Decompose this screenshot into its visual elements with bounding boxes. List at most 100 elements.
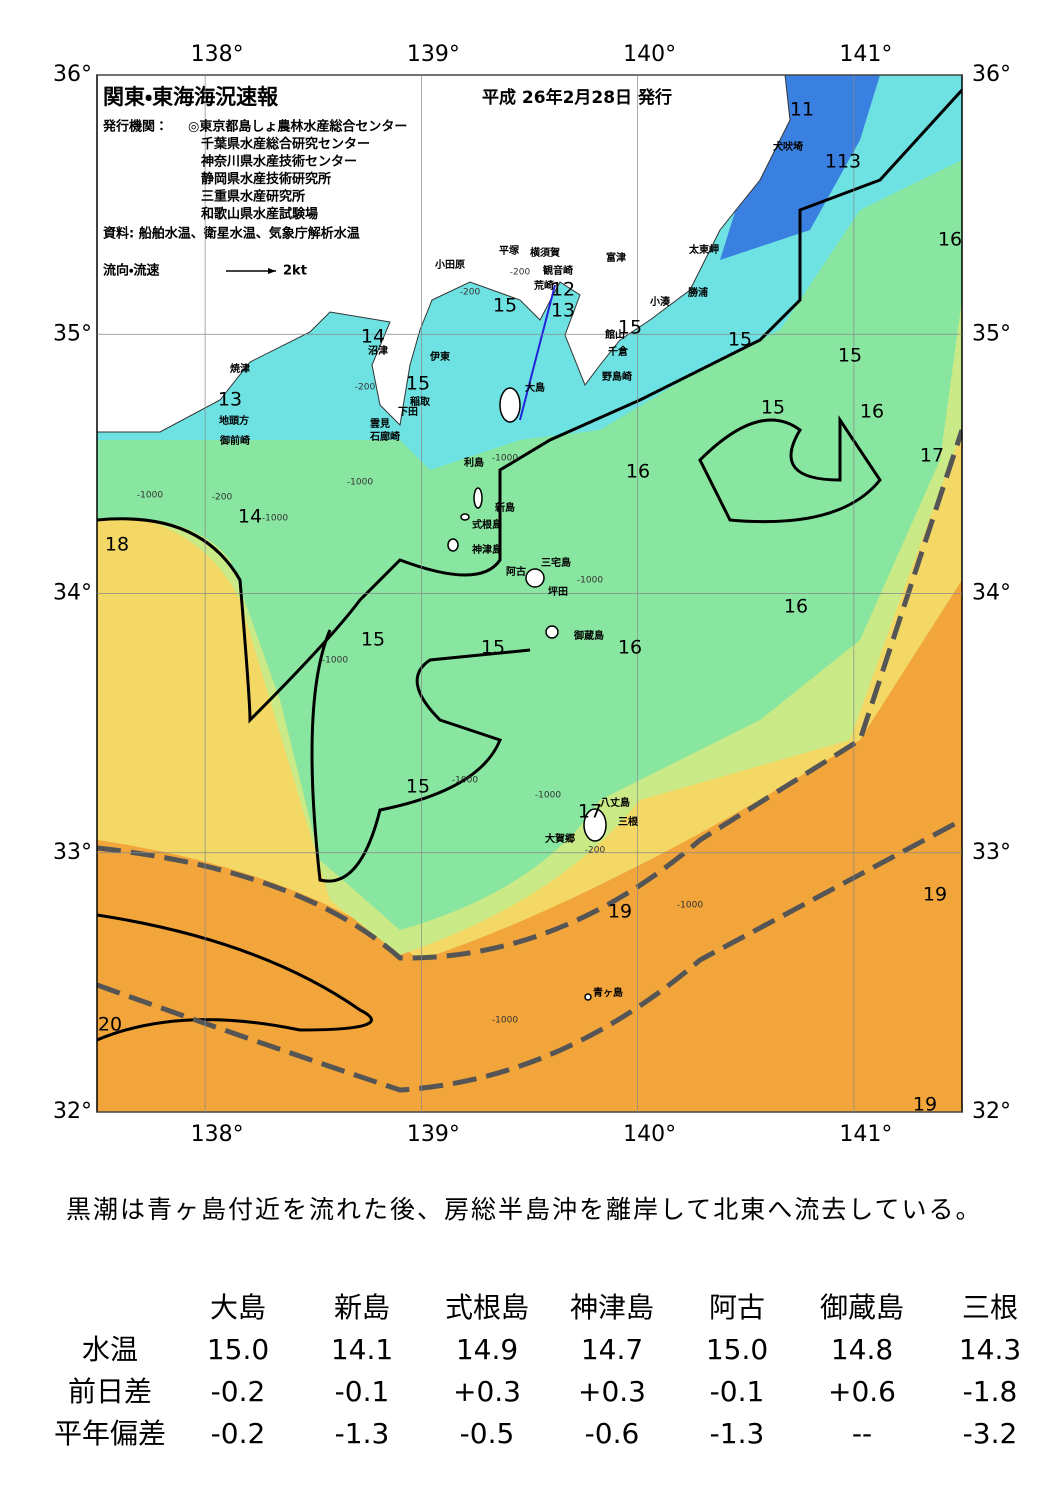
isotherm-label: 14 <box>361 326 385 348</box>
place-name: 稲取 <box>410 395 431 408</box>
isotherm-label: 15 <box>493 295 517 317</box>
place-name: 富津 <box>606 251 626 264</box>
cell: -0.2 <box>211 1375 266 1408</box>
cell: -0.1 <box>710 1375 765 1408</box>
sea-surface <box>97 75 962 1112</box>
issuer-label: 発行機関： <box>102 119 168 135</box>
isotherm-label: 18 <box>105 534 129 556</box>
place-name: 小田原 <box>434 258 465 271</box>
column-header: 御蔵島 <box>820 1291 904 1324</box>
isotherm-label: 15 <box>838 345 862 367</box>
cell: +0.3 <box>453 1375 521 1408</box>
legend-label: 流向・流速 <box>103 263 159 279</box>
isotherm-label: 15 <box>618 317 642 339</box>
island <box>545 625 559 639</box>
isotherm-label: 13 <box>218 389 242 411</box>
isotherm-label: 13 <box>551 300 575 322</box>
issuer: 和歌山県水産試験場 <box>201 206 318 222</box>
legend-speed: 2kt <box>283 264 307 279</box>
cell: -0.2 <box>211 1417 266 1450</box>
isotherm-15b <box>310 629 531 883</box>
source: 資料: 船舶水温、衛星水温、気象庁解析水温 <box>103 226 360 242</box>
place-name: 利島 <box>464 456 484 469</box>
place-name: 青ヶ島 <box>593 986 623 999</box>
cell: -3.2 <box>963 1417 1018 1450</box>
column-header: 阿古 <box>709 1291 765 1324</box>
cell: 15.0 <box>706 1333 768 1366</box>
depth-label: -200 <box>460 288 481 298</box>
cell: 14.1 <box>331 1333 393 1366</box>
place-name: 大島 <box>525 381 545 394</box>
isotherm-label: 20 <box>98 1014 122 1036</box>
column-header: 式根島 <box>445 1291 529 1324</box>
island <box>525 568 545 588</box>
sea-cold <box>720 75 880 260</box>
isotherm-label: 19 <box>923 884 947 906</box>
cell: -0.1 <box>335 1375 390 1408</box>
depth-label: -200 <box>355 383 376 393</box>
lat-label: 35° <box>972 321 1011 346</box>
cell: -0.6 <box>585 1417 640 1450</box>
lat-label: 33° <box>53 840 92 865</box>
depth-label: -200 <box>585 846 606 856</box>
isotherm-label: 19 <box>913 1094 937 1116</box>
place-name: 三宅島 <box>541 556 571 569</box>
isotherm-label: 15 <box>761 397 785 419</box>
cell: -1.3 <box>335 1417 390 1450</box>
place-name: 太東岬 <box>688 243 719 256</box>
depth-label: -1000 <box>492 454 518 464</box>
lon-label: 139° <box>407 1122 460 1147</box>
isotherm-label: 12 <box>551 279 575 301</box>
cell: -0.5 <box>460 1417 515 1450</box>
lat-label: 32° <box>972 1099 1011 1124</box>
islands <box>447 387 607 1001</box>
lon-label: 140° <box>623 42 676 67</box>
cell: 14.7 <box>581 1333 643 1366</box>
issuer: ◎東京都島しょ農林水産総合センター <box>188 119 407 135</box>
isotherm-label: 19 <box>608 901 632 923</box>
place-name: 阿古 <box>506 565 526 578</box>
cell: -1.3 <box>710 1417 765 1450</box>
place-name: 館山 <box>604 328 625 341</box>
lat-label: 36° <box>972 62 1011 87</box>
isotherm-label: 15 <box>406 373 430 395</box>
isotherm-label: 16 <box>618 637 642 659</box>
row-label: 前日差 <box>68 1375 152 1408</box>
island <box>583 808 607 842</box>
isotherm-label: 16 <box>784 596 808 618</box>
sea-kuroshio <box>97 580 962 1112</box>
place-name: 式根島 <box>472 518 502 531</box>
isotherm-label: 15 <box>728 329 752 351</box>
row-label: 平年偏差 <box>54 1417 166 1450</box>
place-name: 下田 <box>398 406 418 418</box>
island <box>499 387 521 423</box>
column-header: 大島 <box>210 1291 266 1324</box>
legend-arrowhead <box>268 268 276 274</box>
depth-label: -1000 <box>322 656 348 666</box>
isotherm-label: 15 <box>481 637 505 659</box>
isotherm-label: 14 <box>238 506 262 528</box>
place-name: 八丈島 <box>600 796 630 809</box>
place-name: 伊東 <box>429 350 450 363</box>
island <box>460 513 470 521</box>
place-name: 石廊崎 <box>369 430 400 443</box>
place-name: 大賀郷 <box>545 832 575 845</box>
depth-label: -1000 <box>492 1016 518 1026</box>
place-name: 御蔵島 <box>573 629 604 642</box>
cell: +0.3 <box>578 1375 646 1408</box>
depth-label: -1000 <box>137 491 163 501</box>
place-name: 野島崎 <box>602 370 632 383</box>
lat-label: 34° <box>53 581 92 606</box>
lon-label: 140° <box>623 1122 676 1147</box>
cell: 14.8 <box>831 1333 893 1366</box>
place-name: 神津島 <box>471 543 502 556</box>
place-name: 雲見 <box>370 418 390 430</box>
place-name: 焼津 <box>230 362 250 375</box>
cell: 14.9 <box>456 1333 518 1366</box>
issuer: 神奈川県水産技術センター <box>200 154 357 170</box>
isotherm-label: 15 <box>361 629 385 651</box>
isotherm-label: 113 <box>825 151 861 173</box>
lat-label: 34° <box>972 581 1011 606</box>
